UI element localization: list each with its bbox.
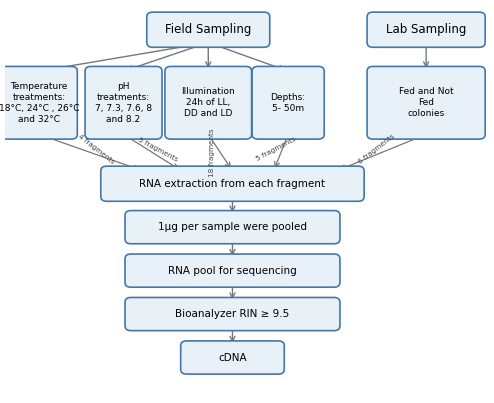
FancyBboxPatch shape — [252, 66, 324, 139]
Text: RNA pool for sequencing: RNA pool for sequencing — [168, 266, 297, 276]
Text: RNA extraction from each fragment: RNA extraction from each fragment — [139, 179, 326, 189]
FancyBboxPatch shape — [367, 12, 485, 47]
Text: Field Sampling: Field Sampling — [165, 23, 251, 36]
FancyBboxPatch shape — [101, 166, 364, 202]
Text: 18 fragments: 18 fragments — [208, 128, 215, 177]
FancyBboxPatch shape — [181, 341, 284, 374]
Text: pH
treatments:
7, 7.3, 7.6, 8
and 8.2: pH treatments: 7, 7.3, 7.6, 8 and 8.2 — [95, 82, 152, 124]
FancyBboxPatch shape — [0, 66, 78, 139]
FancyBboxPatch shape — [125, 254, 340, 287]
Text: 4 fragments: 4 fragments — [77, 133, 115, 165]
FancyBboxPatch shape — [125, 297, 340, 330]
Text: 1μg per sample were pooled: 1μg per sample were pooled — [158, 222, 307, 232]
FancyBboxPatch shape — [85, 66, 162, 139]
Text: 5 fragments: 5 fragments — [255, 137, 297, 162]
Text: Fed and Not
Fed
colonies: Fed and Not Fed colonies — [399, 87, 453, 118]
Text: 6 fragments: 6 fragments — [357, 133, 396, 165]
Text: Bioanalyzer RIN ≥ 9.5: Bioanalyzer RIN ≥ 9.5 — [175, 309, 289, 319]
Text: 5 fragments: 5 fragments — [137, 137, 178, 162]
Text: Lab Sampling: Lab Sampling — [386, 23, 466, 36]
FancyBboxPatch shape — [125, 211, 340, 244]
FancyBboxPatch shape — [165, 66, 251, 139]
Text: cDNA: cDNA — [218, 353, 247, 363]
FancyBboxPatch shape — [367, 66, 485, 139]
FancyBboxPatch shape — [147, 12, 270, 47]
Text: Temperature
treatments:
18°C, 24°C , 26°C
and 32°C: Temperature treatments: 18°C, 24°C , 26°… — [0, 82, 79, 124]
Text: Depths:
5- 50m: Depths: 5- 50m — [271, 93, 306, 113]
Text: Illumination
24h of LL,
DD and LD: Illumination 24h of LL, DD and LD — [181, 87, 235, 118]
